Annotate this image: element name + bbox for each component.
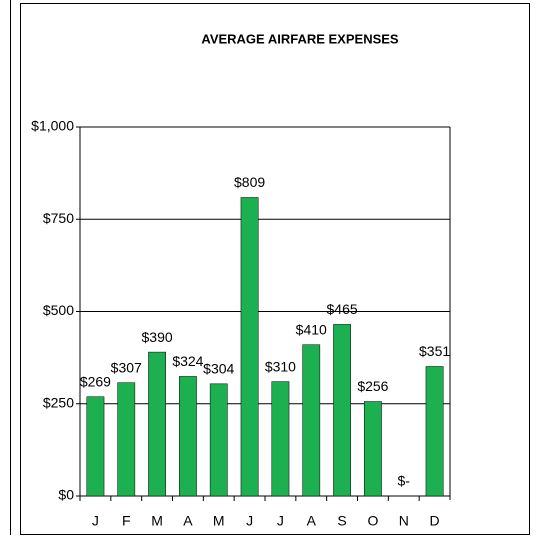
x-tick-label: J bbox=[92, 513, 99, 529]
x-tick-label: A bbox=[307, 513, 317, 529]
bar bbox=[86, 396, 105, 497]
x-tick-label: M bbox=[213, 513, 225, 529]
data-label: $324 bbox=[172, 353, 203, 369]
x-tick-label: S bbox=[337, 513, 346, 529]
y-tick-label: $0 bbox=[58, 487, 74, 503]
x-tick-label: J bbox=[277, 513, 284, 529]
bar bbox=[425, 366, 444, 497]
chart-title: AVERAGE AIRFARE EXPENSES bbox=[201, 31, 399, 46]
x-tick-label: O bbox=[367, 513, 378, 529]
data-label: $307 bbox=[111, 359, 142, 375]
bar bbox=[364, 401, 382, 497]
bar bbox=[240, 197, 259, 497]
chart-frame bbox=[20, 3, 530, 535]
data-label: $310 bbox=[265, 358, 296, 374]
data-label: $351 bbox=[419, 343, 450, 359]
x-tick-label: D bbox=[430, 513, 440, 529]
x-tick-label: M bbox=[151, 513, 163, 529]
bar bbox=[333, 324, 351, 497]
bar bbox=[209, 383, 228, 497]
data-label: $465 bbox=[327, 301, 358, 317]
data-label: $410 bbox=[296, 321, 327, 337]
bar bbox=[179, 376, 197, 497]
y-tick-label: $750 bbox=[43, 210, 74, 226]
x-tick-label: A bbox=[183, 513, 193, 529]
x-tick-label: F bbox=[122, 513, 131, 529]
bar bbox=[117, 382, 136, 497]
x-tick-label: J bbox=[246, 513, 253, 529]
data-label: $390 bbox=[142, 329, 173, 345]
data-label: $269 bbox=[80, 373, 111, 389]
bar bbox=[148, 351, 166, 497]
bar bbox=[302, 344, 321, 497]
data-label: $304 bbox=[203, 361, 234, 377]
y-tick-label: $500 bbox=[43, 302, 74, 318]
y-tick-label: $1,000 bbox=[31, 118, 74, 134]
bar bbox=[271, 381, 290, 497]
data-label: $- bbox=[398, 473, 411, 489]
y-tick-label: $250 bbox=[43, 394, 74, 410]
x-tick-label: N bbox=[399, 513, 409, 529]
data-label: $809 bbox=[234, 174, 265, 190]
data-label: $256 bbox=[357, 378, 388, 394]
